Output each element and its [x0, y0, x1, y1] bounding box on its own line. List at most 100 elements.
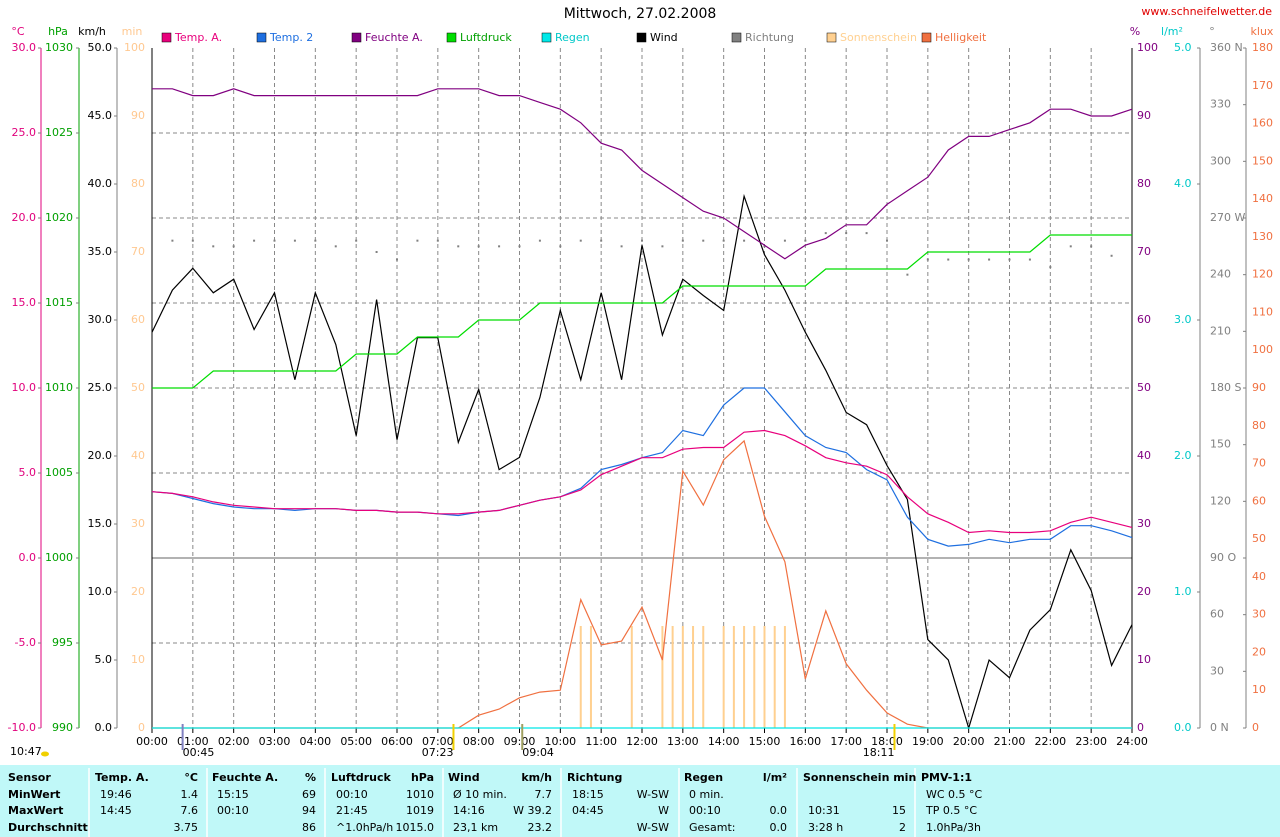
y-tick-label: 20.0 [12, 211, 37, 224]
legend-label: Richtung [745, 31, 794, 44]
y-tick-label: 1010 [45, 381, 73, 394]
y-tick-label: 50 [1252, 532, 1266, 545]
y-tick-label: 5.0 [19, 466, 37, 479]
x-tick-label: 11:00 [585, 735, 617, 748]
direction-dot [396, 258, 398, 261]
axis-unit: % [1130, 25, 1140, 38]
y-tick-label: 60 [1252, 494, 1266, 507]
stats-header: Temp. A. [95, 771, 149, 784]
y-tick-label: 40 [1252, 570, 1266, 583]
x-tick-label: 09:00 [504, 735, 536, 748]
direction-dot [824, 232, 827, 235]
stats-header: PMV-1:1 [921, 771, 972, 784]
y-tick-label: 30 [1210, 664, 1224, 677]
stats-header: km/h [521, 771, 552, 784]
sun-icon [41, 751, 49, 757]
x-tick-label: 01:00 [177, 735, 209, 748]
stats-cell: 10:31 [808, 804, 840, 817]
direction-dot [1008, 258, 1011, 261]
stats-cell: W-SW [637, 788, 669, 801]
y-tick-label: 10 [1252, 683, 1266, 696]
y-tick-label: 10 [1137, 653, 1151, 666]
x-tick-label: 06:00 [381, 735, 413, 748]
y-tick-label: 50 [1137, 381, 1151, 394]
x-tick-label: 00:00 [136, 735, 168, 748]
y-tick-label: -5.0 [15, 636, 36, 649]
event-label: 09:04 [522, 746, 554, 759]
direction-dot [191, 239, 194, 242]
stats-cell: 23,1 km [453, 821, 498, 834]
y-tick-label: 60 [131, 313, 145, 326]
direction-dot [375, 251, 378, 253]
stats-header: Feuchte A. [212, 771, 278, 784]
direction-dot [559, 245, 562, 248]
y-tick-label: 330 [1210, 98, 1231, 111]
y-tick-label: 70 [131, 245, 145, 258]
legend-label: Sonnenschein [840, 31, 917, 44]
y-tick-label: 140 [1252, 192, 1273, 205]
direction-dot [1131, 254, 1133, 257]
stats-cell: 1010 [406, 788, 434, 801]
direction-dot [314, 239, 317, 242]
legend-swatch [636, 32, 647, 43]
y-tick-label: 0.0 [95, 721, 113, 734]
direction-dot [681, 239, 684, 242]
stats-cell: 00:10 [336, 788, 368, 801]
x-tick-label: 14:00 [708, 735, 740, 748]
y-tick-label: 990 [52, 721, 73, 734]
stats-header: Sonnenschein min [803, 771, 916, 784]
y-tick-label: 1025 [45, 126, 73, 139]
legend-label: Temp. A. [174, 31, 222, 44]
y-tick-label: 10.0 [88, 585, 113, 598]
y-tick-label: 150 [1210, 438, 1231, 451]
stats-cell: 7.6 [181, 804, 199, 817]
direction-dot [579, 239, 582, 242]
y-tick-label: 90 O [1210, 551, 1236, 564]
stats-separators [88, 768, 916, 837]
y-tick-label: 40.0 [88, 177, 113, 190]
y-tick-label: 120 [1252, 268, 1273, 281]
y-tick-label: 20 [131, 585, 145, 598]
event-label: 00:45 [183, 746, 215, 759]
y-tick-label: 160 [1252, 117, 1273, 130]
axis-unit: °C [11, 25, 25, 38]
direction-dot [498, 245, 501, 248]
direction-dot [151, 245, 153, 248]
y-tick-label: 100 [1137, 41, 1158, 54]
stats-cell: 0 min. [689, 788, 724, 801]
stats-cell: 04:45 [572, 804, 604, 817]
direction-dot [763, 245, 766, 248]
y-tick-label: 1030 [45, 41, 73, 54]
stats-cell: 3:28 h [808, 821, 843, 834]
stats-cell: ^1.0hPa/h [336, 821, 393, 834]
direction-dot [416, 239, 419, 242]
direction-dot [1110, 254, 1113, 257]
stats-panel [0, 765, 1280, 837]
y-tick-label: 30.0 [12, 41, 37, 54]
direction-dot [600, 239, 603, 242]
direction-dot [212, 245, 215, 248]
y-tick-label: 360 N [1210, 41, 1243, 54]
y-tick-label: 5.0 [95, 653, 113, 666]
y-tick-label: 30.0 [88, 313, 113, 326]
direction-dot [1028, 258, 1031, 261]
direction-dot [1069, 245, 1072, 248]
stats-cell: Ø 10 min. [453, 788, 507, 801]
x-tick-label: 05:00 [340, 735, 372, 748]
chart-title: Mittwoch, 27.02.2008 [564, 6, 717, 22]
y-tick-label: -10.0 [8, 721, 36, 734]
y-tick-label: 30 [131, 517, 145, 530]
axis-unit: klux [1251, 25, 1274, 38]
y-tick-label: 100 [1252, 343, 1273, 356]
y-tick-label: 130 [1252, 230, 1273, 243]
stats-cell: W 39.2 [513, 804, 552, 817]
direction-dot [334, 245, 337, 248]
y-tick-label: 60 [1210, 608, 1224, 621]
series-line [151, 429, 1133, 534]
y-tick-label: 20 [1137, 585, 1151, 598]
stats-header: Regen [684, 771, 723, 784]
stats-cell: TP 0.5 °C [925, 804, 977, 817]
y-tick-label: 20 [1252, 645, 1266, 658]
